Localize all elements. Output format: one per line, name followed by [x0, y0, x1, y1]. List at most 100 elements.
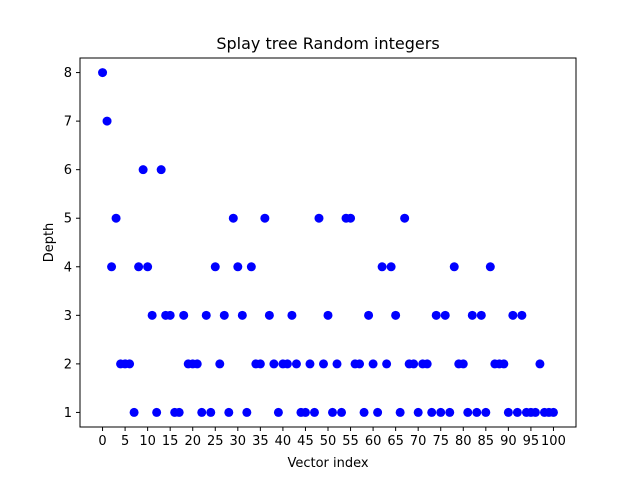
scatter-point: [314, 213, 324, 223]
scatter-point: [373, 407, 383, 417]
scatter-point: [377, 262, 387, 272]
scatter-point: [156, 165, 166, 175]
scatter-point: [260, 213, 270, 223]
scatter-point: [179, 310, 189, 320]
scatter-point: [291, 359, 301, 369]
scatter-point: [269, 359, 279, 369]
scatter-point: [427, 407, 437, 417]
scatter-point: [125, 359, 135, 369]
scatter-point: [364, 310, 374, 320]
x-tick-label: 55: [342, 434, 359, 449]
scatter-point: [98, 68, 108, 78]
scatter-point: [386, 262, 396, 272]
scatter-point: [219, 310, 229, 320]
scatter-point: [508, 310, 518, 320]
scatter-point: [481, 407, 491, 417]
y-tick-label: 2: [64, 357, 72, 372]
scatter-point: [143, 262, 153, 272]
scatter-point: [391, 310, 401, 320]
x-tick-label: 10: [139, 434, 156, 449]
scatter-point: [138, 165, 148, 175]
y-tick-label: 1: [64, 406, 72, 421]
x-tick-label: 0: [98, 434, 106, 449]
x-tick-label: 25: [207, 434, 224, 449]
x-tick-label: 80: [455, 434, 472, 449]
scatter-point: [264, 310, 274, 320]
y-tick-label: 4: [64, 260, 72, 275]
scatter-point: [337, 407, 347, 417]
scatter-point: [548, 407, 558, 417]
scatter-point: [165, 310, 175, 320]
x-tick-label: 20: [184, 434, 201, 449]
plot-frame: [79, 57, 577, 428]
scatter-point: [332, 359, 342, 369]
scatter-point: [382, 359, 392, 369]
x-tick-label: 60: [365, 434, 382, 449]
scatter-point: [305, 359, 315, 369]
scatter-point: [485, 262, 495, 272]
scatter-point: [458, 359, 468, 369]
scatter-point: [147, 310, 157, 320]
scatter-point: [449, 262, 459, 272]
scatter-point: [400, 213, 410, 223]
x-tick-label: 30: [230, 434, 247, 449]
y-tick-label: 7: [64, 115, 72, 130]
scatter-point: [237, 310, 247, 320]
x-tick-label: 15: [162, 434, 179, 449]
scatter-point: [300, 407, 310, 417]
x-tick-label: 75: [432, 434, 449, 449]
scatter-point: [395, 407, 405, 417]
scatter-point: [346, 213, 356, 223]
scatter-point: [102, 116, 112, 126]
scatter-point: [224, 407, 234, 417]
scatter-point: [318, 359, 328, 369]
scatter-point: [255, 359, 265, 369]
scatter-point: [107, 262, 117, 272]
scatter-point: [503, 407, 513, 417]
scatter-point: [233, 262, 243, 272]
scatter-point: [445, 407, 455, 417]
x-tick-label: 50: [320, 434, 337, 449]
scatter-point: [206, 407, 216, 417]
x-tick-label: 95: [523, 434, 540, 449]
scatter-point: [192, 359, 202, 369]
x-tick-label: 5: [121, 434, 129, 449]
scatter-point: [413, 407, 423, 417]
scatter-point: [197, 407, 207, 417]
scatter-point: [517, 310, 527, 320]
scatter-point: [152, 407, 162, 417]
scatter-point: [467, 310, 477, 320]
x-tick-label: 90: [500, 434, 517, 449]
scatter-point: [282, 359, 292, 369]
scatter-point: [246, 262, 256, 272]
scatter-point: [431, 310, 441, 320]
x-tick-label: 45: [297, 434, 314, 449]
scatter-point: [476, 310, 486, 320]
scatter-point: [436, 407, 446, 417]
x-tick-label: 40: [275, 434, 292, 449]
x-tick-label: 65: [387, 434, 404, 449]
data-points: [98, 68, 558, 417]
scatter-point: [111, 213, 121, 223]
scatter-point: [512, 407, 522, 417]
scatter-point: [368, 359, 378, 369]
scatter-point: [129, 407, 139, 417]
chart-title: Splay tree Random integers: [216, 34, 439, 53]
y-axis-ticks: 1 2 3 4 5 6 7 8: [64, 66, 80, 421]
scatter-point: [355, 359, 365, 369]
scatter-point: [499, 359, 509, 369]
scatter-point: [215, 359, 225, 369]
scatter-point: [134, 262, 144, 272]
scatter-point: [273, 407, 283, 417]
x-axis-label: Vector index: [287, 456, 368, 471]
y-tick-label: 8: [64, 66, 72, 81]
scatter-point: [422, 359, 432, 369]
scatter-point: [242, 407, 252, 417]
scatter-point: [174, 407, 184, 417]
scatter-point: [323, 310, 333, 320]
scatter-point: [210, 262, 220, 272]
x-tick-label: 85: [478, 434, 495, 449]
y-tick-label: 5: [64, 212, 72, 227]
y-tick-label: 3: [64, 309, 72, 324]
